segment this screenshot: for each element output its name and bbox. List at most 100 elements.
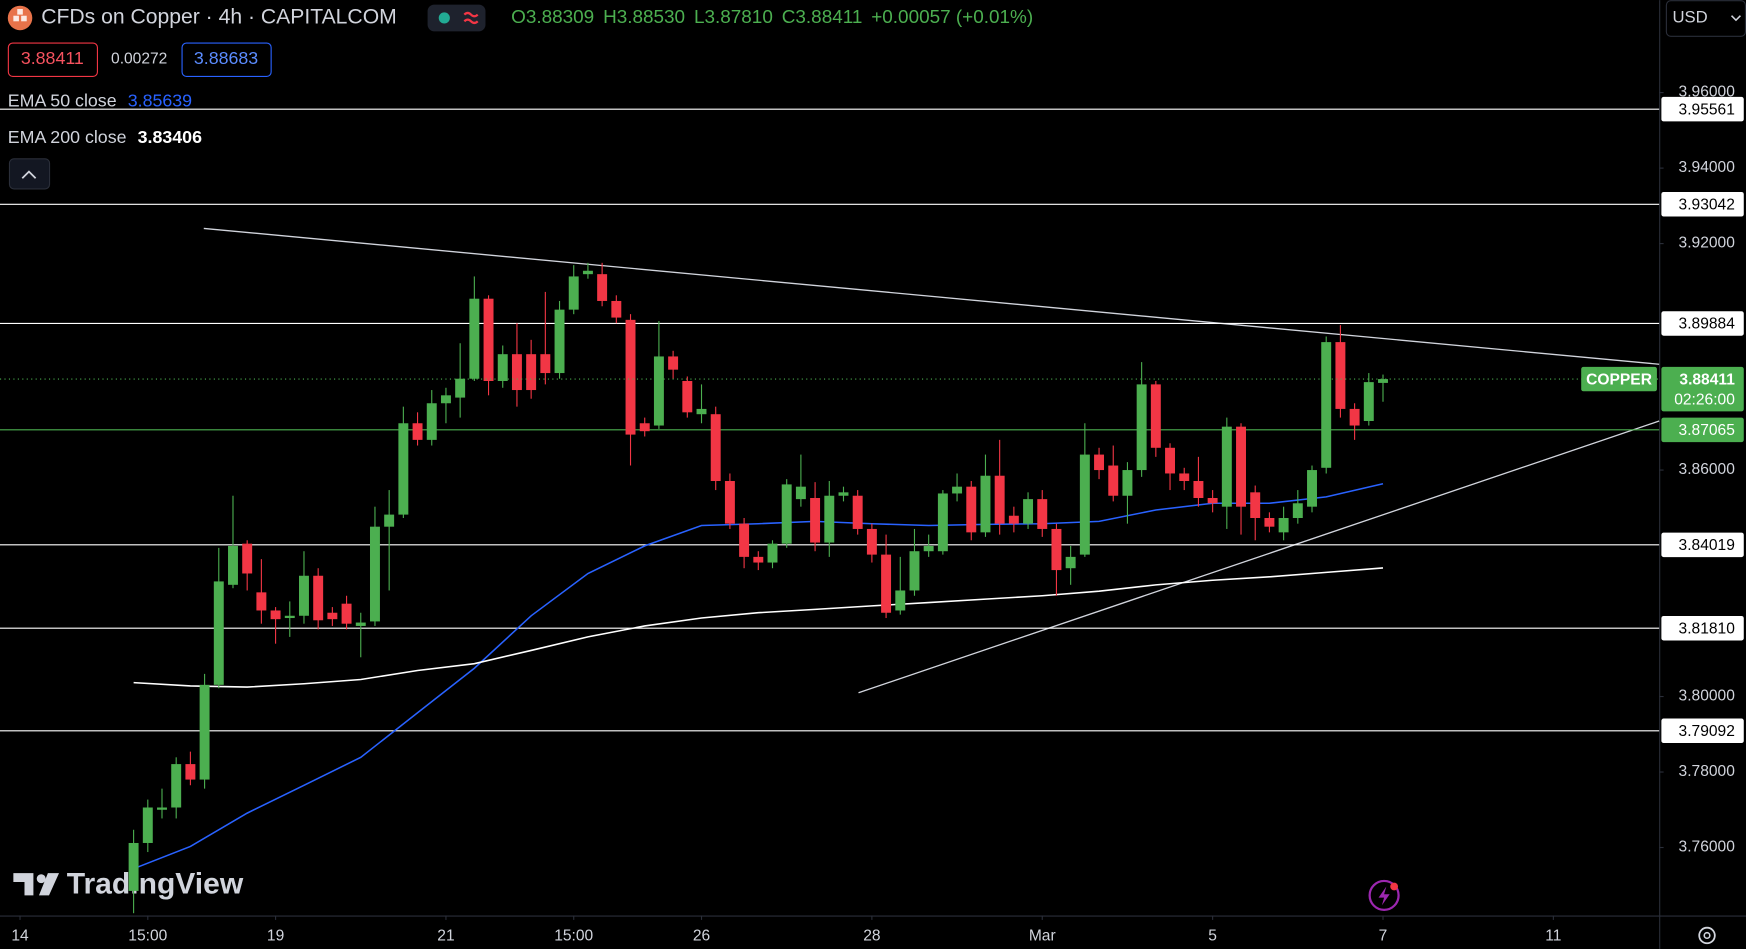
candle-body — [355, 622, 366, 626]
candle-body — [384, 514, 395, 527]
candle-body — [242, 543, 253, 574]
candle-body — [540, 354, 551, 374]
ohlc-key: O — [511, 7, 526, 28]
candle-body — [795, 486, 806, 500]
level-price-box — [1661, 532, 1744, 558]
candle-body — [937, 493, 948, 552]
candle-body — [1221, 426, 1232, 507]
candle-body — [1378, 379, 1388, 383]
symbol-label-box — [1581, 366, 1657, 392]
y-tick-label: 3.92000 — [1679, 235, 1736, 252]
candle-body — [511, 354, 522, 391]
candle-body — [483, 298, 494, 381]
ohlc-key: L — [694, 7, 705, 28]
level-price-box — [1661, 96, 1744, 122]
candle-body — [767, 543, 778, 563]
watermark: TradingView — [67, 867, 244, 900]
candle-body — [1179, 473, 1190, 482]
level-price-box — [1661, 311, 1744, 336]
candle-body — [1108, 465, 1119, 496]
symbol-icon — [7, 5, 33, 31]
y-tick-label: 3.78000 — [1679, 763, 1736, 780]
candle-body — [568, 276, 579, 310]
symbol-label: COPPER — [1586, 371, 1652, 388]
settings-button[interactable] — [1698, 926, 1716, 945]
candle-body — [1278, 518, 1289, 533]
level-price-label: 3.79092 — [1679, 723, 1735, 740]
indicator-value: 3.85639 — [128, 90, 192, 110]
ask-box[interactable] — [181, 42, 272, 77]
countdown: 02:26:00 — [1674, 391, 1735, 408]
x-tick-label: 15:00 — [128, 928, 167, 945]
level-price-box — [1661, 417, 1744, 443]
candle-body — [142, 807, 153, 843]
status-badge — [427, 4, 486, 32]
candle-body — [1307, 470, 1317, 507]
y-tick-label: 3.94000 — [1679, 159, 1736, 176]
symbol-title: CFDs on Copper · 4h · CAPITALCOM — [41, 6, 397, 29]
candle-body — [299, 575, 309, 616]
candle-body — [611, 300, 622, 318]
candle-body — [852, 495, 863, 529]
candle-body — [994, 475, 1005, 524]
candle-body — [1051, 528, 1062, 571]
candle-body — [952, 486, 963, 494]
candle-body — [781, 484, 792, 544]
candle-body — [1321, 342, 1332, 468]
x-tick-label: 28 — [863, 928, 880, 945]
candle-body — [710, 414, 721, 482]
logo-mark — [38, 873, 60, 896]
candle-body — [1292, 503, 1303, 519]
candle-body — [1079, 454, 1090, 555]
currency-dropdown[interactable] — [1665, 0, 1746, 37]
collapse-button[interactable] — [8, 158, 51, 190]
candle-body — [824, 495, 835, 543]
candle-body — [526, 354, 537, 391]
bid-price: 3.88411 — [21, 48, 84, 68]
candle-body — [753, 556, 764, 563]
candle-body — [682, 380, 693, 413]
indicator-name: EMA 200 close — [8, 127, 127, 147]
lightning-button[interactable] — [1368, 879, 1400, 911]
level-price-label: 3.81810 — [1679, 620, 1736, 637]
candle-body — [128, 842, 139, 891]
candle-body — [724, 481, 735, 524]
candle-body — [213, 581, 224, 685]
candle-body — [185, 764, 196, 780]
indicator-value: 3.83406 — [138, 127, 202, 147]
y-tick-label: 3.96000 — [1679, 84, 1736, 101]
candle-body — [1335, 342, 1346, 409]
candle-body — [980, 475, 991, 533]
candle-body — [1136, 384, 1147, 471]
bid-box[interactable] — [7, 42, 98, 77]
y-tick-label: 3.76000 — [1679, 839, 1736, 856]
x-tick-label: 15:00 — [554, 928, 593, 945]
ohlc-value: 3.88530 — [617, 7, 685, 28]
dropdown-chevron — [1730, 15, 1741, 22]
ema-line — [133, 567, 1384, 688]
candle-body — [881, 554, 892, 613]
candle-body — [469, 298, 480, 379]
candle-body — [455, 378, 466, 398]
candle-body — [653, 356, 664, 426]
candle-body — [256, 592, 267, 611]
symbol-icon-part — [13, 15, 19, 22]
candle-body — [157, 807, 167, 810]
candle-body — [625, 319, 636, 435]
chevron-up — [21, 170, 37, 179]
y-tick-label: 3.86000 — [1679, 461, 1736, 478]
candle-body — [923, 545, 934, 552]
candle-body — [1122, 470, 1133, 496]
level-price-box — [1661, 615, 1744, 641]
candle-body — [582, 270, 593, 275]
price-change: +0.00057 (+0.01%) — [871, 7, 1033, 28]
candle-body — [1193, 481, 1204, 498]
level-price-box — [1661, 718, 1744, 744]
ohlc-value: 3.87810 — [705, 7, 773, 28]
level-price-label: 3.89884 — [1679, 316, 1736, 333]
ask-price: 3.88683 — [194, 48, 258, 68]
candle-body — [966, 486, 977, 533]
candle-body — [1150, 384, 1161, 448]
level-price-label: 3.87065 — [1679, 422, 1736, 439]
